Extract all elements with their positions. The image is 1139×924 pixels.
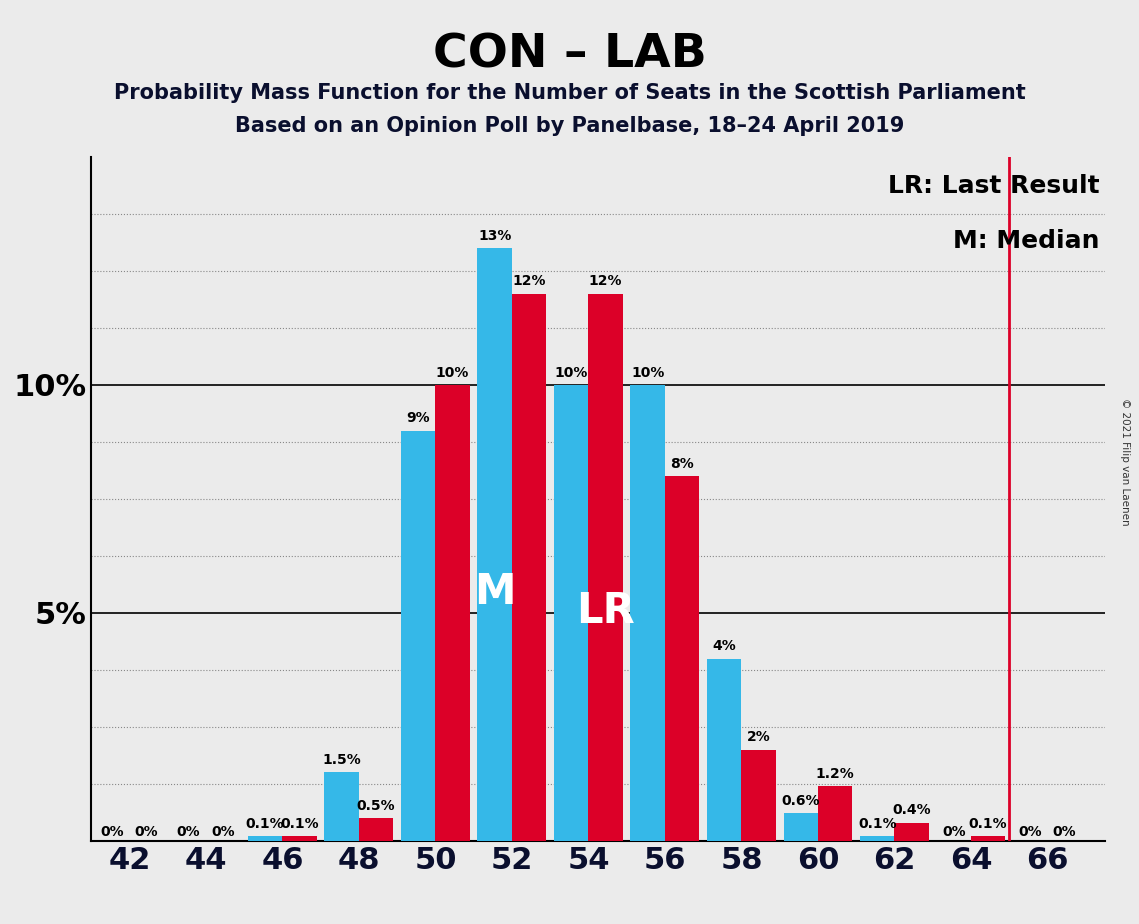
Text: M: Median: M: Median (953, 229, 1100, 253)
Text: LR: LR (576, 590, 636, 632)
Text: 1.5%: 1.5% (322, 753, 361, 767)
Bar (589, 294, 623, 841)
Bar (401, 431, 435, 841)
Text: 9%: 9% (407, 411, 431, 425)
Bar (248, 836, 282, 841)
Text: 0.1%: 0.1% (858, 817, 896, 831)
Bar (665, 476, 699, 841)
Text: 10%: 10% (631, 366, 664, 380)
Text: LR: Last Result: LR: Last Result (888, 175, 1100, 198)
Bar (359, 818, 393, 841)
Text: M: M (474, 571, 516, 613)
Text: 0.1%: 0.1% (280, 817, 319, 831)
Bar (894, 822, 929, 841)
Text: 0%: 0% (211, 824, 235, 839)
Text: 0.1%: 0.1% (969, 817, 1008, 831)
Text: Based on an Opinion Poll by Panelbase, 18–24 April 2019: Based on an Opinion Poll by Panelbase, 1… (235, 116, 904, 136)
Text: 2%: 2% (747, 730, 770, 744)
Bar (970, 836, 1006, 841)
Bar (554, 385, 589, 841)
Text: 10%: 10% (555, 366, 588, 380)
Text: 0%: 0% (134, 824, 158, 839)
Text: 0%: 0% (100, 824, 124, 839)
Bar (784, 813, 818, 841)
Text: 12%: 12% (589, 274, 622, 288)
Text: 0%: 0% (942, 824, 966, 839)
Text: 0%: 0% (1018, 824, 1042, 839)
Bar (282, 836, 317, 841)
Text: 8%: 8% (670, 456, 694, 470)
Bar (818, 786, 852, 841)
Bar (325, 772, 359, 841)
Text: 0%: 0% (177, 824, 200, 839)
Text: 1.2%: 1.2% (816, 767, 854, 781)
Bar (631, 385, 665, 841)
Bar (707, 659, 741, 841)
Bar (741, 749, 776, 841)
Text: 10%: 10% (436, 366, 469, 380)
Text: 0.4%: 0.4% (892, 803, 931, 817)
Text: 12%: 12% (513, 274, 546, 288)
Text: CON – LAB: CON – LAB (433, 32, 706, 78)
Text: 0.1%: 0.1% (246, 817, 285, 831)
Bar (435, 385, 469, 841)
Text: 0.6%: 0.6% (781, 794, 820, 808)
Bar (511, 294, 547, 841)
Bar (477, 249, 511, 841)
Text: © 2021 Filip van Laenen: © 2021 Filip van Laenen (1120, 398, 1130, 526)
Text: 13%: 13% (478, 229, 511, 243)
Bar (860, 836, 894, 841)
Text: 4%: 4% (712, 639, 736, 653)
Text: 0.5%: 0.5% (357, 798, 395, 812)
Text: Probability Mass Function for the Number of Seats in the Scottish Parliament: Probability Mass Function for the Number… (114, 83, 1025, 103)
Text: 0%: 0% (1052, 824, 1076, 839)
